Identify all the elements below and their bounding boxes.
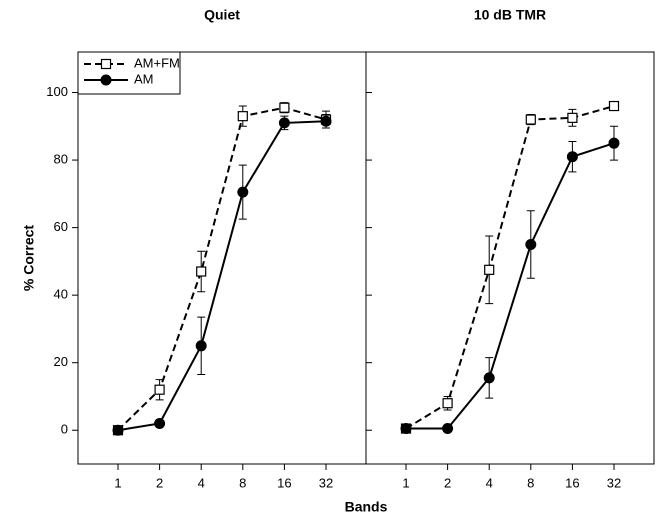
marker (400, 423, 412, 435)
marker (237, 186, 249, 198)
legend-label: AM (134, 71, 154, 86)
x-axis-label: Bands (345, 499, 388, 515)
marker (237, 111, 248, 122)
x-tick-label: 16 (277, 475, 291, 490)
series-line (117, 120, 327, 432)
x-tick-label: 8 (527, 475, 534, 490)
x-tick-label: 1 (114, 475, 121, 490)
plot-frame (77, 51, 367, 465)
marker (195, 340, 207, 352)
marker (112, 424, 124, 436)
y-tick-label: 100 (46, 84, 68, 99)
marker (442, 398, 453, 409)
y-axis-label: % Correct (21, 225, 37, 291)
legend-marker (100, 74, 112, 86)
y-tick-label: 40 (54, 287, 68, 302)
series-line (405, 105, 615, 430)
legend-marker (100, 58, 112, 70)
marker (608, 137, 620, 149)
marker (484, 264, 495, 275)
marker (320, 115, 332, 127)
x-tick-label: 32 (607, 475, 621, 490)
marker (566, 151, 578, 163)
plot-frame (365, 51, 655, 465)
marker (525, 114, 536, 125)
y-tick-label: 60 (54, 219, 68, 234)
series-line (117, 106, 327, 431)
marker (154, 417, 166, 429)
marker (278, 117, 290, 129)
panel-title: 10 dB TMR (474, 7, 546, 23)
marker (525, 238, 537, 250)
y-tick-label: 80 (54, 152, 68, 167)
legend-box (77, 51, 181, 95)
series-line (406, 142, 615, 430)
x-tick-label: 2 (444, 475, 451, 490)
marker (154, 384, 165, 395)
marker (279, 102, 290, 113)
x-tick-label: 32 (319, 475, 333, 490)
marker (608, 100, 620, 112)
panel-title: Quiet (204, 7, 240, 23)
marker (196, 266, 207, 277)
x-tick-label: 4 (198, 475, 205, 490)
y-tick-label: 20 (54, 354, 68, 369)
y-tick-label: 0 (61, 422, 68, 437)
x-tick-label: 2 (156, 475, 163, 490)
legend-label: AM+FM (134, 55, 180, 70)
marker (483, 372, 495, 384)
x-tick-label: 4 (486, 475, 493, 490)
x-tick-label: 8 (239, 475, 246, 490)
marker (442, 423, 454, 435)
x-tick-label: 16 (565, 475, 579, 490)
marker (567, 112, 578, 123)
x-tick-label: 1 (402, 475, 409, 490)
